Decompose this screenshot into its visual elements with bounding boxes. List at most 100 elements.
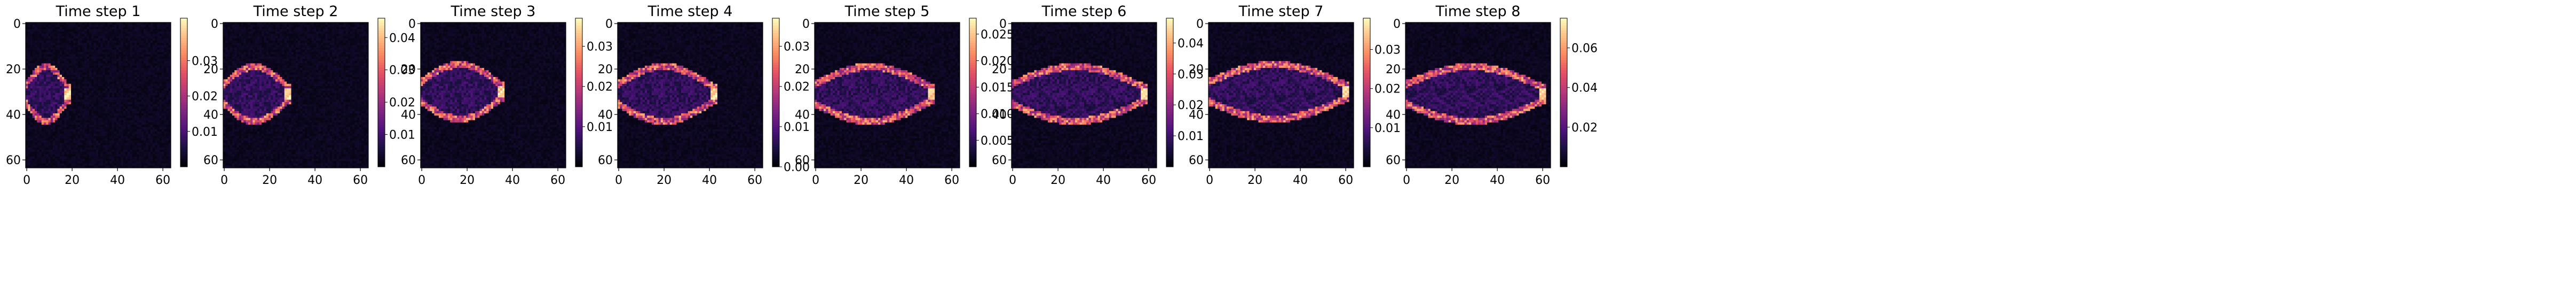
heatmap-cell [48,122,51,125]
colorbar-segment [180,78,187,81]
heatmap-cell [100,36,103,39]
heatmap-cell [150,92,153,96]
heatmap-cell [268,38,271,41]
heatmap-cell [28,136,30,139]
heatmap-cell [86,136,90,139]
heatmap-cell [141,38,144,41]
heatmap-cell [141,25,144,27]
heatmap-cell [77,47,81,50]
heatmap-cell [150,136,153,139]
heatmap-cell [86,147,90,150]
heatmap-cell [102,134,106,136]
heatmap-cell [82,50,85,52]
heatmap-cell [100,77,103,80]
heatmap-cell [105,129,108,132]
heatmap-cell [50,43,53,45]
heatmap-cell [166,34,169,36]
heatmap-cell [118,163,121,166]
heatmap-cell [146,63,148,66]
heatmap-cell [123,150,126,152]
heatmap-cell [130,99,133,103]
heatmap-cell [26,106,28,109]
heatmap-cell [132,147,135,150]
heatmap-cell [39,45,42,48]
heatmap-cell [318,29,321,32]
heatmap-cell [57,102,60,105]
heatmap-cell [132,47,135,50]
heatmap-cell [86,127,90,130]
heatmap-cell [80,145,83,148]
heatmap-cell [166,104,169,107]
heatmap-cell [162,118,164,121]
colorbar-segment [180,82,187,86]
heatmap-cell [130,72,133,75]
heatmap-cell [141,88,144,91]
heatmap-cell [166,47,169,50]
heatmap-cell [332,22,335,25]
heatmap-cell [50,34,53,36]
heatmap-cell [128,127,130,130]
heatmap-cell [114,115,117,118]
heatmap-cell [146,115,148,118]
heatmap-cell [166,50,169,52]
heatmap-cell [62,36,65,39]
heatmap-cell [336,22,339,25]
heatmap-cell [323,36,326,39]
heatmap-cell [48,70,51,73]
heatmap-cell [102,45,106,48]
heatmap-cell [146,22,148,25]
heatmap-cell [39,136,42,139]
heatmap-cell [139,120,142,123]
heatmap-cell [148,136,151,139]
heatmap-cell [334,45,337,48]
heatmap-cell [91,163,94,166]
heatmap-cell [118,92,121,96]
heatmap-cell [128,152,130,155]
heatmap-cell [144,95,146,98]
heatmap-cell [57,104,60,107]
heatmap-cell [46,118,49,121]
heatmap-cell [39,25,42,27]
heatmap-cell [96,50,99,52]
heatmap-cell [309,38,312,41]
heatmap-cell [118,47,121,50]
colorbar-segment [180,87,187,90]
heatmap-cell [352,29,355,32]
heatmap-cell [114,145,117,148]
heatmap-cell [105,138,108,141]
heatmap-cell [44,90,46,94]
heatmap-cell [359,27,362,30]
heatmap-cell [275,32,278,34]
heatmap-cell [64,52,67,55]
heatmap-cell [80,138,83,141]
heatmap-cell [26,45,28,48]
heatmap-cell [59,61,62,64]
heatmap-cell [125,77,128,80]
heatmap-cell [148,88,151,91]
heatmap-cell [155,109,157,112]
heatmap-cell [162,115,164,118]
heatmap-cell [26,163,28,166]
heatmap-cell [139,41,142,43]
heatmap-cell [91,97,94,100]
heatmap-cell [168,152,171,155]
heatmap-cell [26,102,28,105]
heatmap-cell [93,65,97,68]
heatmap-cell [166,120,169,123]
heatmap-cell [266,50,269,52]
heatmap-cell [159,134,162,136]
heatmap-cell [59,113,62,116]
heatmap-cell [116,27,119,30]
heatmap-cell [66,129,69,132]
heatmap-cell [112,150,115,152]
heatmap-cell [89,161,92,164]
colorbar-tick-label: 0.01 [192,126,218,139]
heatmap-cell [89,125,92,127]
heatmap-cell [332,43,335,45]
x-tick-label: 60 [155,174,170,187]
heatmap-cell [289,41,291,43]
heatmap-cell [343,47,346,50]
heatmap-cell [41,27,44,30]
heatmap-cell [96,127,99,130]
heatmap-cell [84,81,88,84]
